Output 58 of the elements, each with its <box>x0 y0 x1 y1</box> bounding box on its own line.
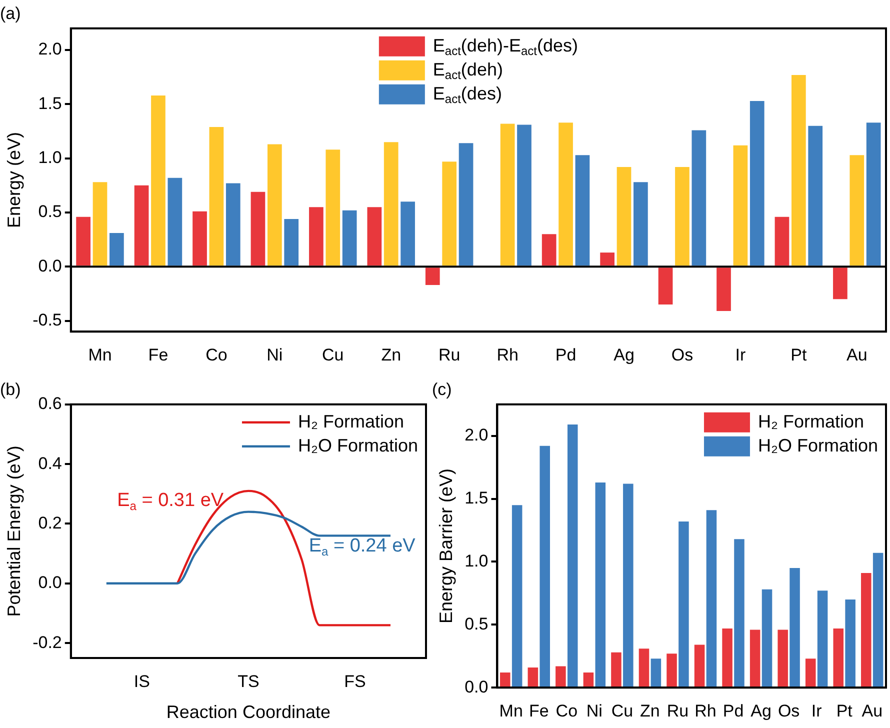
x-tick-label: Zn <box>640 701 660 720</box>
x-tick-label: Mn <box>88 345 112 364</box>
x-tick-label: Ag <box>750 701 772 720</box>
y-axis-title: Energy Barrier (eV) <box>436 468 456 624</box>
x-tick-label: Zn <box>381 345 402 364</box>
y-tick-label: -0.2 <box>32 632 62 652</box>
y-tick-label: -0.5 <box>32 310 62 330</box>
x-tick-label: Ru <box>438 345 460 364</box>
y-tick-label: 2.0 <box>464 426 488 445</box>
x-tick-label: Rh <box>496 345 518 364</box>
x-tick-label: Fe <box>528 701 549 720</box>
x-tick-label: Ni <box>266 345 283 364</box>
x-tick-label: Ir <box>811 701 822 720</box>
x-tick-label: Pt <box>790 345 807 364</box>
x-tick-label: IS <box>134 672 150 691</box>
y-tick-label: 1.5 <box>464 488 488 508</box>
x-axis-title: Reaction Coordinate <box>166 702 330 722</box>
y-tick-label: 0.0 <box>38 256 62 276</box>
chart-title: (c) <box>432 380 452 399</box>
x-tick-label: Co <box>556 701 578 720</box>
y-tick-label: 1.0 <box>464 551 488 570</box>
y-tick-label: 0.4 <box>38 454 62 473</box>
legend-label: H₂ Formation <box>298 411 404 432</box>
x-tick-label: Co <box>206 345 228 364</box>
y-axis-title: Energy (eV) <box>4 132 24 228</box>
x-tick-label: Rh <box>694 701 716 720</box>
y-tick-label: 0.5 <box>464 614 488 634</box>
x-tick-label: TS <box>238 672 260 691</box>
y-tick-label: 0.0 <box>464 677 488 696</box>
y-tick-label: 2.0 <box>38 40 62 59</box>
legend-label: H₂O Formation <box>298 435 418 456</box>
x-tick-label: Pt <box>836 701 853 720</box>
y-axis-title: Potential Energy (eV) <box>4 446 24 617</box>
legend-label: H₂O Formation <box>758 435 878 456</box>
chart-title: (b) <box>0 380 21 399</box>
x-tick-label: Ni <box>586 701 602 720</box>
x-tick-label: Au <box>846 345 868 364</box>
x-tick-label: Cu <box>322 345 344 364</box>
x-tick-label: Os <box>671 345 694 364</box>
y-tick-label: 1.0 <box>38 148 62 168</box>
x-tick-label: Ir <box>735 345 746 364</box>
y-tick-label: 0.2 <box>38 513 62 532</box>
chart-title: (a) <box>0 4 21 23</box>
x-tick-label: Au <box>862 701 883 720</box>
y-tick-label: 0.0 <box>38 573 62 592</box>
y-tick-label: 1.5 <box>38 94 62 113</box>
x-tick-label: Pd <box>555 345 576 364</box>
x-tick-label: Mn <box>499 701 523 720</box>
x-tick-label: Cu <box>611 701 634 720</box>
x-tick-label: Pd <box>722 701 744 720</box>
y-tick-label: 0.6 <box>38 394 62 414</box>
x-tick-label: Ag <box>614 345 634 364</box>
x-tick-label: Os <box>778 701 800 720</box>
y-tick-label: 0.5 <box>38 202 62 222</box>
x-tick-label: Ru <box>666 701 689 720</box>
x-tick-label: FS <box>344 672 366 691</box>
x-tick-label: Fe <box>148 345 168 364</box>
legend-label: H₂ Formation <box>758 411 864 432</box>
